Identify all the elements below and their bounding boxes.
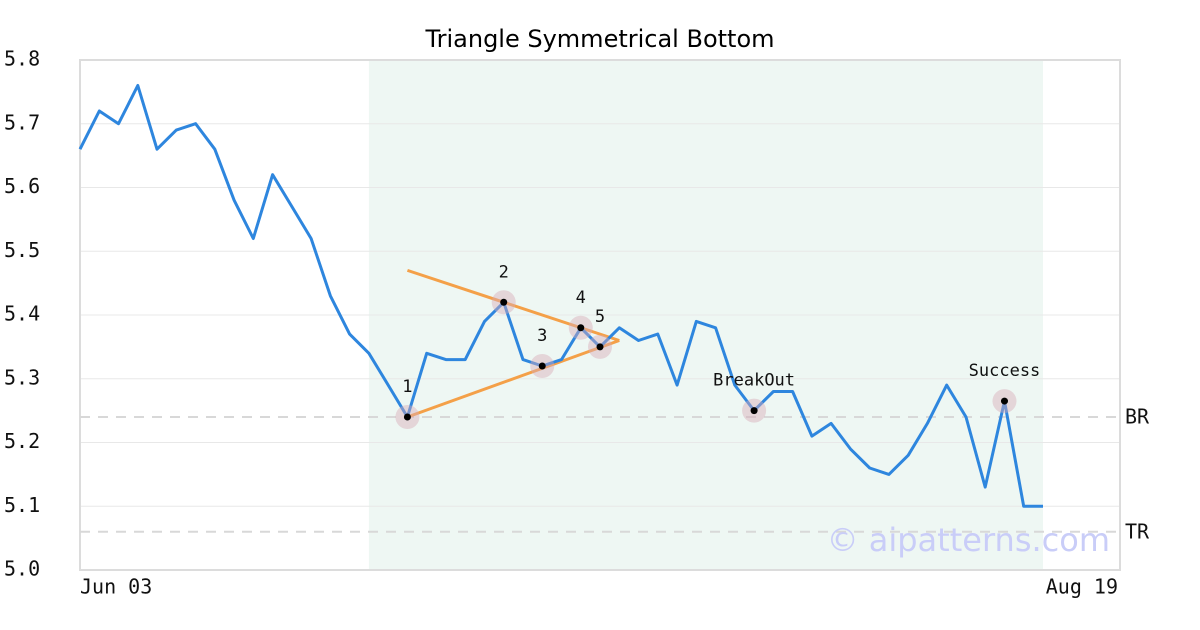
y-tick-label: 5.5 xyxy=(4,238,40,262)
point-label: 2 xyxy=(499,262,509,282)
y-tick-label: 5.0 xyxy=(4,557,40,581)
point-label: 3 xyxy=(537,326,547,346)
x-tick-label: Aug 19 xyxy=(1046,575,1118,599)
y-tick-label: 5.8 xyxy=(4,47,40,71)
point-dot xyxy=(577,324,585,332)
y-tick-label: 5.7 xyxy=(4,110,40,134)
trend-line xyxy=(406,339,620,419)
chart-title: Triangle Symmetrical Bottom xyxy=(424,25,774,53)
level-label: TR xyxy=(1125,519,1150,543)
level-label: BR xyxy=(1125,405,1150,429)
y-tick-label: 5.6 xyxy=(4,174,40,198)
y-tick-label: 5.2 xyxy=(4,429,40,453)
point-label: Success xyxy=(969,361,1041,381)
y-tick-label: 5.1 xyxy=(4,493,40,517)
y-tick-label: 5.4 xyxy=(4,302,40,326)
point-dot xyxy=(538,362,546,370)
x-tick-label: Jun 03 xyxy=(80,575,152,599)
y-tick-label: 5.3 xyxy=(4,365,40,389)
point-dot xyxy=(403,413,411,421)
point-dot xyxy=(1000,397,1008,405)
point-dot xyxy=(750,407,758,415)
price-line xyxy=(78,84,1043,508)
point-label: BreakOut xyxy=(713,371,795,391)
point-label: 5 xyxy=(595,307,605,327)
plot-border xyxy=(79,59,1121,571)
point-label: 1 xyxy=(402,377,412,397)
point-dot xyxy=(500,298,508,306)
point-label: 4 xyxy=(576,288,586,308)
point-dot xyxy=(596,343,604,351)
watermark: © aipatterns.com xyxy=(827,521,1110,559)
